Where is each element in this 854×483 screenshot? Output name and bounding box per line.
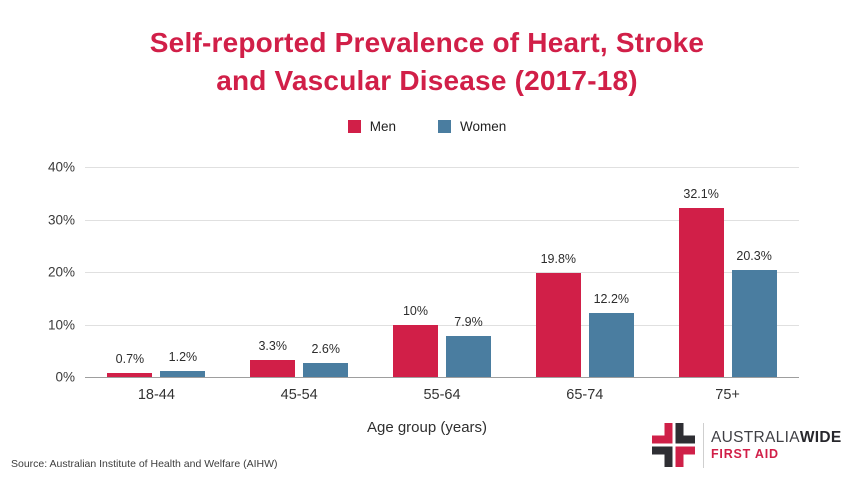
bar-men-75+ bbox=[678, 208, 724, 377]
bar-value-women-18-44: 1.2% bbox=[168, 349, 198, 364]
women-color-swatch bbox=[437, 120, 451, 133]
gridline-10% bbox=[85, 324, 799, 326]
y-axis-tick-0%: 0% bbox=[55, 369, 75, 385]
bar-women-75+ bbox=[731, 270, 777, 377]
bar-value-men-18-44: 0.7% bbox=[115, 352, 145, 367]
legend: Men Women bbox=[0, 119, 854, 134]
bar-men-55-64 bbox=[393, 324, 438, 377]
y-axis-tick-30%: 30% bbox=[47, 212, 75, 227]
bar-women-55-64 bbox=[446, 335, 491, 377]
bar-women-45-54 bbox=[303, 363, 349, 377]
logo-brand-name: AUSTRALIAWIDE bbox=[711, 429, 842, 446]
chart-title: Self-reported Prevalence of Heart, Strok… bbox=[149, 27, 705, 96]
legend-label-women: Women bbox=[459, 119, 507, 134]
bar-women-18-44 bbox=[160, 370, 206, 377]
legend-item-women: Women bbox=[437, 119, 507, 134]
gridline-20% bbox=[85, 272, 799, 273]
bar-value-men-55-64: 10% bbox=[402, 303, 429, 318]
legend-label-men: Men bbox=[369, 119, 396, 134]
logo-brand-bold: WIDE bbox=[799, 428, 842, 446]
legend-item-men: Men bbox=[347, 119, 396, 134]
logo-divider bbox=[703, 422, 704, 468]
brand-logo: AUSTRALIAWIDE FIRST AID bbox=[651, 422, 842, 468]
bar-value-women-55-64: 7.9% bbox=[454, 314, 483, 329]
bar-value-men-65-74: 19.8% bbox=[540, 252, 577, 267]
logo-brand-subtitle: FIRST AID bbox=[711, 446, 779, 461]
x-axis-tick-18-44: 18-44 bbox=[137, 387, 175, 403]
gridline-40% bbox=[85, 167, 799, 168]
x-axis-title: Age group (years) bbox=[366, 419, 488, 436]
men-color-swatch bbox=[347, 120, 361, 133]
y-axis-tick-20%: 20% bbox=[47, 264, 75, 280]
y-axis-tick-10%: 10% bbox=[47, 317, 75, 332]
gridline-30% bbox=[85, 219, 799, 221]
x-axis-tick-65-74: 65-74 bbox=[566, 387, 604, 403]
bar-value-men-45-54: 3.3% bbox=[258, 338, 287, 353]
gridline-0% bbox=[85, 377, 799, 378]
bar-men-65-74 bbox=[535, 273, 581, 377]
bar-value-women-45-54: 2.6% bbox=[311, 342, 340, 357]
x-axis-tick-75+: 75+ bbox=[715, 387, 740, 403]
source-note: Source: Australian Institute of Health a… bbox=[11, 458, 278, 470]
logo-text: AUSTRALIAWIDE FIRST AID bbox=[711, 429, 842, 462]
x-axis-tick-55-64: 55-64 bbox=[423, 387, 461, 403]
logo-brand-regular: AUSTRALIA bbox=[711, 428, 800, 446]
bar-value-women-75+: 20.3% bbox=[736, 249, 772, 264]
y-axis-tick-40%: 40% bbox=[47, 159, 75, 175]
bar-women-65-74 bbox=[588, 312, 634, 377]
x-axis-tick-45-54: 45-54 bbox=[280, 387, 318, 403]
bar-men-18-44 bbox=[107, 373, 153, 377]
bar-men-45-54 bbox=[250, 359, 296, 377]
bar-value-men-75+: 32.1% bbox=[683, 187, 719, 202]
bar-value-women-65-74: 12.2% bbox=[593, 291, 630, 306]
first-aid-cross-icon bbox=[652, 423, 695, 467]
